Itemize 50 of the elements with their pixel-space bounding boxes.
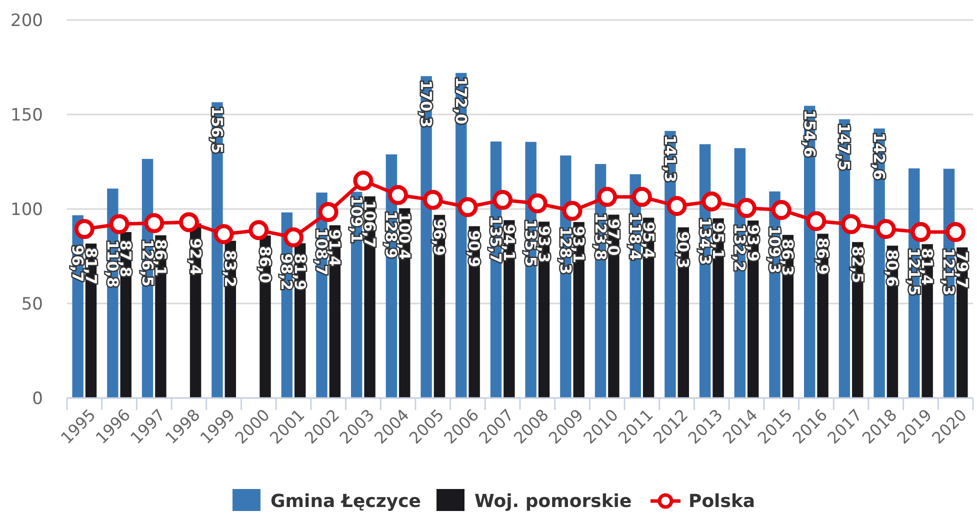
point xyxy=(666,196,687,216)
data-label: 83,2 xyxy=(221,250,240,288)
point xyxy=(910,222,931,242)
legend-label: Gmina Łęczyce xyxy=(270,491,421,512)
point xyxy=(632,186,652,207)
point xyxy=(178,212,199,232)
point xyxy=(284,227,304,248)
point xyxy=(702,191,722,212)
data-label: 96,9 xyxy=(430,218,448,256)
point xyxy=(109,214,130,234)
data-label: 86,9 xyxy=(814,238,832,275)
y-tick-label: 200 xyxy=(10,10,43,31)
data-label: 90,9 xyxy=(465,230,484,268)
data-label: 172,0 xyxy=(452,76,470,124)
data-label: 156,5 xyxy=(208,106,226,154)
point xyxy=(318,202,338,222)
data-label: 142,6 xyxy=(870,132,888,180)
point xyxy=(527,193,548,214)
point xyxy=(946,222,966,242)
y-tick-label: 50 xyxy=(21,294,43,314)
point xyxy=(876,219,896,240)
point xyxy=(74,219,94,240)
data-label: 147,5 xyxy=(835,123,854,171)
point xyxy=(806,211,826,232)
point xyxy=(353,170,374,191)
point xyxy=(388,185,408,206)
data-label: 82,5 xyxy=(848,246,866,284)
point xyxy=(771,200,792,220)
point xyxy=(248,220,269,240)
point xyxy=(562,200,582,221)
point xyxy=(597,186,618,207)
point xyxy=(144,213,164,234)
point xyxy=(458,197,478,218)
legend-label: Woj. pomorskie xyxy=(474,491,632,512)
y-tick-label: 100 xyxy=(10,200,43,220)
data-label: 154,6 xyxy=(800,110,818,158)
point xyxy=(214,224,234,244)
point xyxy=(736,198,756,218)
data-label: 170,3 xyxy=(417,80,436,128)
point xyxy=(841,214,862,234)
data-label: 141,3 xyxy=(660,134,679,182)
data-label: 86,0 xyxy=(256,246,274,284)
point xyxy=(492,190,513,210)
y-tick-label: 0 xyxy=(32,388,43,409)
point xyxy=(422,190,443,210)
data-label: 80,6 xyxy=(883,250,902,287)
y-tick-label: 150 xyxy=(10,105,43,126)
data-label: 92,4 xyxy=(186,238,204,276)
data-label: 90,3 xyxy=(674,231,692,268)
legend-label: Polska xyxy=(688,491,756,512)
